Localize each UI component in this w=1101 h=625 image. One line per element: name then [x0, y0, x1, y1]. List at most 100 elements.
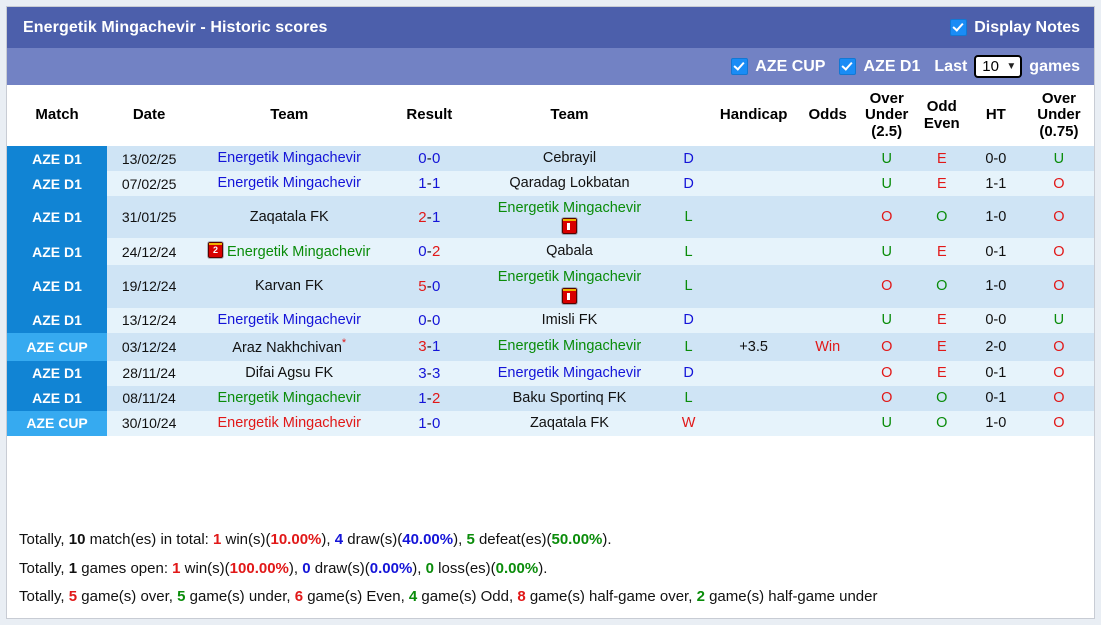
cell-half-time: 1-1 — [967, 171, 1024, 197]
table-row[interactable]: AZE D1 13/12/24 Energetik Mingachevir 0-0 Im… — [7, 307, 1094, 333]
cell-date: 07/02/25 — [107, 171, 192, 197]
away-team-name[interactable]: Qabala — [546, 243, 593, 260]
historic-scores-table: Match Date Team Result Team Handicap Odd… — [7, 85, 1094, 436]
cell-odds — [797, 307, 858, 333]
col-header-over-under-25[interactable]: Over Under (2.5) — [857, 85, 916, 146]
result-separator: - — [426, 150, 432, 168]
cell-odd-even: E — [915, 332, 968, 361]
col-header-ht[interactable]: HT — [967, 85, 1024, 146]
table-row[interactable]: AZE D1 19/12/24 Karvan FK 5-0 Energetik Ming… — [7, 265, 1094, 308]
second-yellow-card-icon — [207, 242, 223, 259]
col-header-away-team[interactable]: Team — [471, 85, 668, 146]
cell-over-under-25: O — [857, 196, 916, 239]
summary-segment: 1 — [68, 559, 78, 577]
col-header-over-under-075[interactable]: Over Under (0.75) — [1023, 85, 1094, 146]
display-notes-checkbox[interactable] — [950, 19, 968, 36]
away-team-name[interactable]: Energetik Mingachevir — [497, 269, 642, 286]
cell-over-under-075: U — [1023, 146, 1094, 172]
away-team-name[interactable]: Baku Sportinq FK — [512, 389, 627, 406]
cell-half-time: 0-1 — [967, 238, 1024, 266]
cell-date: 19/12/24 — [107, 265, 192, 308]
col-header-match[interactable]: Match — [7, 85, 108, 146]
aze-d1-checkbox[interactable] — [839, 58, 857, 75]
summary-segment: 0.00% — [495, 559, 539, 577]
cell-handicap — [709, 307, 798, 333]
summary-segment: 100.00% — [229, 559, 289, 577]
filter-aze-d1[interactable]: AZE D1 — [839, 58, 920, 76]
summary-segment: loss(es)( — [433, 559, 496, 577]
cell-handicap — [709, 265, 798, 308]
away-team-name[interactable]: Energetik Mingachevir — [497, 364, 642, 381]
away-team-name[interactable]: Cebrayil — [542, 150, 597, 166]
cell-outcome: L — [667, 238, 710, 266]
cell-home-team: Energetik Mingachevir — [191, 171, 388, 197]
table-row[interactable]: AZE D1 28/11/24 Difai Agsu FK 3-3 Energetik … — [7, 360, 1094, 386]
aze-cup-label: AZE CUP — [755, 57, 826, 75]
col-header-handicap[interactable]: Handicap — [709, 85, 798, 146]
cell-outcome: D — [667, 171, 710, 197]
cell-odds — [797, 146, 858, 172]
cell-competition: AZE D1 — [7, 385, 108, 411]
summary-segment: game(s) half-game over, — [525, 588, 697, 606]
result-separator: - — [426, 364, 432, 382]
summary-segment: 4 — [334, 530, 344, 548]
summary-segment: 1 — [212, 530, 222, 548]
away-team-name[interactable]: Zaqatala FK — [529, 414, 609, 431]
home-team-name[interactable]: Energetik Mingachevir — [217, 389, 361, 406]
games-count-select[interactable]: 10 ▼ — [974, 55, 1023, 78]
display-notes-toggle[interactable]: Display Notes — [950, 19, 1080, 37]
result-separator: - — [426, 277, 432, 295]
cell-away-team: Energetik Mingachevir — [471, 360, 668, 386]
cell-handicap — [709, 360, 798, 386]
table-row[interactable]: AZE D1 13/02/25 Energetik Mingachevir 0-0 Ce… — [7, 146, 1094, 172]
result-separator: - — [426, 338, 432, 356]
cell-home-team: Energetik Mingachevir — [191, 410, 388, 436]
home-team-name[interactable]: Energetik Mingachevir — [227, 244, 371, 261]
home-team-name[interactable]: Araz Nakhchivan* — [232, 336, 347, 356]
table-row[interactable]: AZE D1 08/11/24 Energetik Mingachevir 1-2 Ba… — [7, 385, 1094, 411]
result-away-goals: 2 — [431, 243, 441, 261]
col-header-home-team[interactable]: Team — [191, 85, 388, 146]
away-team-name[interactable]: Qaradag Lokbatan — [509, 175, 630, 192]
home-team-name[interactable]: Zaqatala FK — [249, 208, 329, 225]
ou25-line3: (2.5) — [871, 122, 903, 140]
cell-home-team: Energetik Mingachevir — [191, 146, 388, 172]
away-team-name[interactable]: Imisli FK — [541, 311, 598, 328]
home-team-name[interactable]: Karvan FK — [254, 277, 324, 294]
away-team-name[interactable]: Energetik Mingachevir — [497, 338, 642, 355]
result-separator: - — [426, 175, 432, 193]
home-team-name[interactable]: Difai Agsu FK — [245, 364, 334, 381]
home-team-name[interactable]: Energetik Mingachevir — [217, 175, 361, 192]
result-home-goals: 3 — [418, 364, 427, 382]
cell-result: 5-0 — [387, 265, 472, 308]
table-row[interactable]: AZE D1 31/01/25 Zaqatala FK 2-1 Energetik Mi… — [7, 196, 1094, 239]
summary-segment: 4 — [408, 588, 418, 606]
col-header-odd-even[interactable]: Odd Even — [915, 85, 968, 146]
table-row[interactable]: AZE D1 07/02/25 Energetik Mingachevir 1-1 Qa… — [7, 171, 1094, 197]
filter-aze-cup[interactable]: AZE CUP — [731, 58, 825, 76]
home-team-name[interactable]: Energetik Mingachevir — [217, 414, 361, 431]
table-row[interactable]: AZE CUP 03/12/24 Araz Nakhchivan* 3-1 Energe… — [7, 332, 1094, 361]
cell-over-under-075: O — [1023, 171, 1094, 197]
cell-odds: Win — [797, 332, 858, 361]
table-row[interactable]: AZE CUP 30/10/24 Energetik Mingachevir 1-0 Z… — [7, 410, 1094, 436]
cell-half-time: 0-0 — [967, 146, 1024, 172]
summary-segment: 2 — [696, 588, 705, 606]
home-team-name[interactable]: Energetik Mingachevir — [217, 311, 361, 328]
chevron-down-icon: ▼ — [1006, 60, 1017, 72]
away-team-name[interactable]: Energetik Mingachevir — [497, 200, 642, 217]
result-separator: - — [426, 311, 432, 329]
cell-handicap — [709, 385, 798, 411]
col-header-odds[interactable]: Odds — [797, 85, 858, 146]
cell-date: 31/01/25 — [107, 196, 192, 239]
cell-odds — [797, 171, 858, 197]
col-header-result[interactable]: Result — [387, 85, 472, 146]
cell-date: 28/11/24 — [107, 360, 192, 386]
aze-cup-checkbox[interactable] — [731, 58, 749, 75]
last-games-control: Last 10 ▼ games — [934, 55, 1080, 78]
summary-segment: 0 — [302, 559, 311, 577]
home-team-name[interactable]: Energetik Mingachevir — [217, 150, 361, 166]
col-header-date[interactable]: Date — [107, 85, 192, 146]
summary-segment: ), — [412, 559, 426, 577]
